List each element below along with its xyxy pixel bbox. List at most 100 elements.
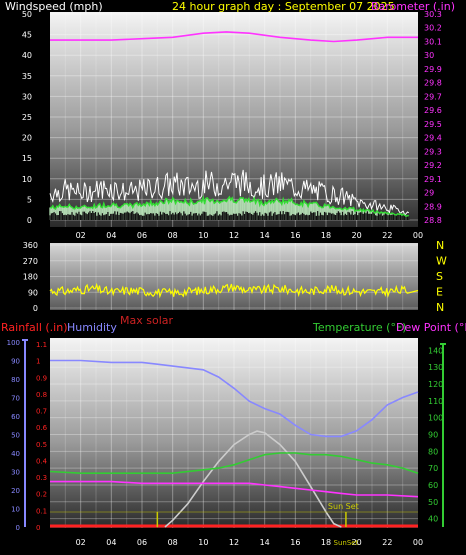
compass-label: E [436,286,443,299]
barometer-tick-label: 30.1 [424,37,442,46]
barometer-tick-label: 29.9 [424,65,442,74]
windspeed-tick-label: 25 [22,113,32,122]
temperature-grid [50,338,418,528]
direction-series [49,282,419,299]
x-tick-label: 14 [260,231,270,240]
barometer-tick-label: 28.8 [424,216,442,225]
humidity-tick-label: 60 [11,413,20,421]
windspeed-tick-label: 50 [22,10,32,19]
temperature-tick-label: 50 [428,498,438,507]
humidity-tick-label: 40 [11,450,20,458]
barometer-tick-label: 29.2 [424,161,442,170]
humidity-tick-label: 70 [11,395,20,403]
rainfall-tick-label: 0.2 [36,491,47,499]
barometer-tick-label: 29.5 [424,120,442,129]
barometer-tick-label: 29.8 [424,79,442,88]
humidity-tick-label: 10 [11,506,20,514]
sunset-tick-label: SunSet [334,539,359,547]
direction-tick-label: 0 [33,304,38,313]
temperature-tick-label: 90 [428,431,438,440]
compass-label: N [436,301,444,314]
rainfall-tick-label: 0.5 [36,441,47,449]
x-tick-label: 00 [413,231,423,240]
barometer-axis-label: Barometer (.in) [371,0,455,13]
windspeed-tick-label: 5 [27,195,32,204]
barometer-tick-label: 29.3 [424,147,442,156]
x-tick-label: 22 [382,538,392,547]
temperature-axis-label: Temperature (°F) [312,321,407,334]
temperature-tick-label: 120 [428,380,443,389]
rainfall-tick-label: 0.8 [36,391,47,399]
x-tick-label: 12 [229,538,239,547]
temperature-panel-background [50,338,418,528]
windspeed-tick-label: 0 [27,216,32,225]
wind-gust-line [49,169,410,216]
windspeed-tick-label: 35 [22,72,32,81]
x-tick-label: 12 [229,231,239,240]
x-tick-label: 00 [413,538,423,547]
rainfall-tick-label: 1.1 [36,341,47,349]
barometer-tick-label: 30.3 [424,10,442,19]
rainfall-tick-label: 0.4 [36,457,48,465]
temperature-tick-label: 130 [428,363,443,372]
x-tick-label: 02 [76,231,86,240]
barometer-tick-label: 29 [424,189,434,198]
temperature-tick-label: 80 [428,447,438,456]
x-tick-label: 02 [76,538,86,547]
temperature-tick-label: 40 [428,515,438,524]
humidity-line [50,359,419,438]
max-solar-label: Max solar [120,314,173,327]
wind-average-line [49,194,409,217]
wind-grid [50,12,418,227]
x-tick-label: 14 [260,538,270,547]
x-tick-label: 06 [137,538,147,547]
humidity-tick-label: 80 [11,376,20,384]
rainfall-tick-label: 0.1 [36,507,47,515]
direction-tick-label: 270 [23,257,38,266]
x-tick-label: 06 [137,231,147,240]
barometer-tick-label: 29.4 [424,134,442,143]
barometer-tick-label: 29.6 [424,106,442,115]
x-tick-label: 18 [321,231,331,240]
barometer-tick-label: 28.9 [424,202,442,211]
rainfall-tick-label: 0.6 [36,424,48,432]
dew-point-axis-label: Dew Point (°F) [396,321,466,334]
solar-curve [164,430,342,528]
windspeed-tick-label: 20 [22,134,32,143]
sunset-label: Sun Set [328,502,359,511]
compass-label: S [436,270,443,283]
humidity-tick-label: 100 [7,339,20,347]
humidity-tick-label: 20 [11,487,20,495]
windspeed-tick-label: 40 [22,51,32,60]
windspeed-axis-label: Windspeed (mph) [5,0,103,13]
temperature-tick-label: 100 [428,414,443,423]
temperature-axis-ticks: 010203040506070809010000.10.20.30.40.50.… [7,339,446,547]
dew-point-line [50,480,419,498]
x-tick-label: 22 [382,231,392,240]
windspeed-tick-label: 10 [22,175,32,184]
windspeed-tick-label: 15 [22,154,32,163]
wind-axis-ticks: 0 5 10 15 20 25 30 35 40 45 50 28.8 28.9 29 29.1 29.2 29… [22,10,442,240]
barometer-tick-label: 29.1 [424,175,442,184]
x-tick-label: 08 [168,231,178,240]
rainfall-tick-label: 0.9 [36,374,47,382]
temperature-tick-label: 140 [428,346,443,355]
x-tick-label: 10 [198,538,208,547]
barometer-tick-label: 30.2 [424,24,442,33]
rainfall-tick-label: 0.3 [36,474,47,482]
direction-grid [50,243,418,310]
wind-series [49,31,418,220]
x-tick-label: 20 [352,538,362,547]
x-tick-label: 16 [290,231,300,240]
compass-label: W [436,255,447,268]
x-tick-label: 16 [290,538,300,547]
compass-label: N [436,239,444,252]
temperature-tick-label: 70 [428,464,438,473]
x-tick-label: 04 [106,231,116,240]
humidity-tick-label: 90 [11,358,20,366]
rainfall-axis-label: Rainfall (.in) [1,321,68,334]
x-tick-label: 10 [198,231,208,240]
direction-panel-background [50,243,418,310]
